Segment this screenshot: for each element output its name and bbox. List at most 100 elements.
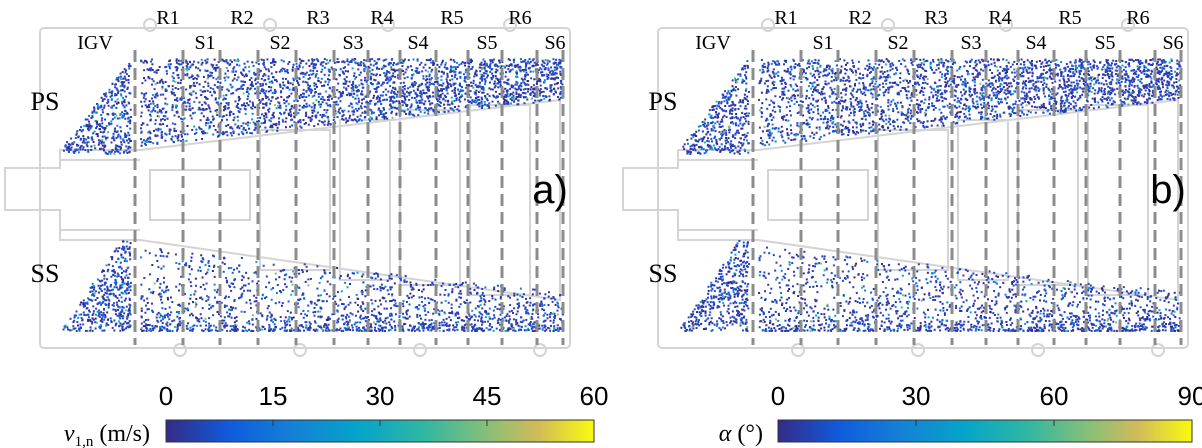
particle [454,106,456,108]
particle [195,278,197,280]
particle [380,103,382,105]
particle [122,105,124,107]
particle [257,117,259,119]
particle [195,132,197,134]
particle [406,96,408,98]
particle [255,73,257,75]
particle [143,300,145,302]
particle [65,144,67,146]
particle [556,65,558,67]
particle [85,330,87,332]
particle [550,91,552,93]
particle [243,81,245,83]
particle [554,69,556,71]
particle [348,296,350,298]
particle [281,70,283,72]
particle [307,310,309,312]
particle [174,123,176,125]
particle [102,301,104,303]
particle [177,74,179,76]
particle [441,324,443,326]
particle [488,300,490,302]
particle [175,253,177,255]
particle [393,82,395,84]
particle [349,329,351,331]
particle [243,84,245,86]
particle [66,326,68,328]
particle [128,121,130,123]
particle [484,286,486,288]
particle [247,122,249,124]
particle [190,115,192,117]
particle [552,301,554,303]
particle [215,99,217,101]
particle [385,65,387,67]
particle [558,62,560,64]
particle [255,124,257,126]
particle [421,291,423,293]
particle [221,320,223,322]
particle [402,303,404,305]
particle [480,297,482,299]
particle [525,298,527,300]
particle [533,78,535,80]
particle [90,149,92,151]
particle [97,104,99,106]
particle [236,105,238,107]
particle [408,59,410,61]
particle [129,120,131,122]
particle [306,82,308,84]
particle [464,330,466,332]
particle [429,59,431,61]
particle [104,314,106,316]
particle [207,82,209,84]
particle [406,313,408,315]
particle [100,324,102,326]
particle [128,138,130,140]
particle [316,86,318,88]
particle [283,99,285,101]
particle [313,109,315,111]
particle [422,90,424,92]
particle [192,78,194,80]
particle [161,307,163,309]
particle [252,324,254,326]
particle [207,58,209,60]
particle [375,79,377,81]
particle [513,97,515,99]
particle [167,118,169,120]
particle [191,117,193,119]
particle [308,74,310,76]
particle [414,84,416,86]
particle [370,277,372,279]
particle [350,94,352,96]
particle [313,125,315,127]
particle [315,99,317,101]
particle [358,101,360,103]
particle [522,61,524,63]
particle [203,284,205,286]
particle [470,292,472,294]
particle [177,100,179,102]
particle [443,319,445,321]
particle [370,100,372,102]
particle [359,118,361,120]
particle [361,120,363,122]
particle [328,324,330,326]
particle [124,118,126,120]
particle [157,130,159,132]
particle [492,89,494,91]
particle [402,90,404,92]
particle [383,107,385,109]
particle [110,286,112,288]
particle [92,283,94,285]
particle [493,83,495,85]
particle [268,324,270,326]
particle [299,58,301,60]
particle [451,75,453,77]
particle [341,61,343,63]
particle [192,64,194,66]
particle [316,70,318,72]
particle [362,301,364,303]
particle [303,119,305,121]
